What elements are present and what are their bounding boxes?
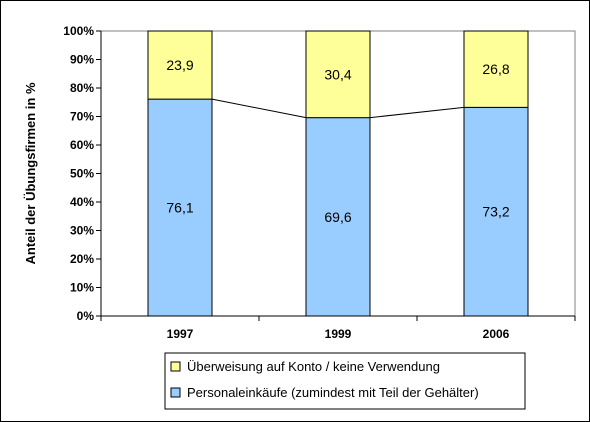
legend-box (164, 352, 526, 410)
y-tick-label: 60% (70, 138, 94, 152)
data-label: 26,8 (482, 61, 509, 77)
legend-swatch (170, 361, 181, 372)
y-tick-label: 0% (77, 309, 95, 323)
data-label: 73,2 (482, 204, 509, 220)
data-labels: 76,1 23,9 69,6 30,4 73,2 26,8 (166, 57, 509, 225)
bar-segment (147, 98, 213, 317)
legend-item-label: Personaleinkäufe (zumindest mit Teil der… (187, 385, 479, 400)
x-tick-label: 2006 (483, 327, 510, 341)
legend-swatch (170, 387, 181, 398)
bar-segment (305, 117, 371, 317)
x-tick-label: 1999 (325, 327, 352, 341)
data-label: 69,6 (324, 209, 351, 225)
x-axis: 1997 1999 2006 (100, 315, 576, 341)
y-tick-label: 50% (70, 167, 94, 181)
y-axis-title: Anteil der Übungsfirmen in % (23, 82, 38, 264)
bar-segment (463, 30, 529, 108)
legend-item-label: Überweisung auf Konto / keine Verwendung (187, 359, 440, 374)
y-tick-label: 40% (70, 195, 94, 209)
data-label: 30,4 (324, 66, 351, 82)
y-tick-label: 90% (70, 53, 94, 67)
bars (147, 30, 529, 317)
series-line (369, 106, 465, 119)
series-lines (211, 98, 465, 119)
y-tick-label: 20% (70, 252, 94, 266)
x-tick-label: 1997 (167, 327, 194, 341)
data-label: 76,1 (166, 200, 193, 216)
bar-segment (463, 106, 529, 317)
y-tick-label: 100% (63, 24, 94, 38)
y-tick-label: 70% (70, 110, 94, 124)
y-axis: 0% 10% 20% 30% 40% 50% 60% 70% 80% 90% 100% (63, 24, 102, 323)
bar-segment (147, 30, 213, 100)
y-tick-label: 30% (70, 224, 94, 238)
bar-segment (305, 30, 371, 119)
data-label: 23,9 (166, 57, 193, 73)
y-tick-label: 80% (70, 81, 94, 95)
series-line (211, 98, 307, 119)
y-tick-label: 10% (70, 281, 94, 295)
legend: Überweisung auf Konto / keine Verwendung… (164, 352, 526, 410)
